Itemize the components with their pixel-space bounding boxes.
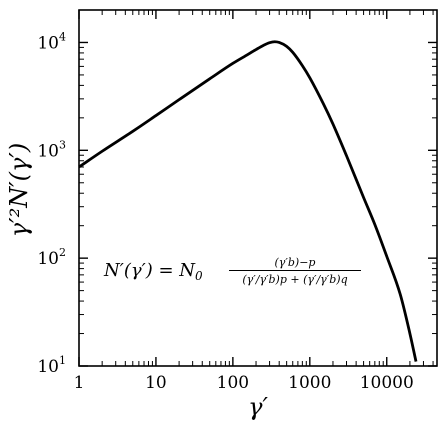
y-tick-label: 104 xyxy=(37,30,66,53)
y-tick-label: 101 xyxy=(37,354,66,377)
y-tick-base: 10 xyxy=(37,141,59,161)
x-tick-label: 100 xyxy=(217,373,249,393)
y-tick-exponent: 3 xyxy=(59,138,66,151)
x-axis-label: γ′ xyxy=(248,393,268,421)
x-tick-label: 1000 xyxy=(288,373,331,393)
y-tick-label: 103 xyxy=(37,138,66,161)
formula-numerator: (γ′b)−p xyxy=(275,256,316,269)
formula-denominator: (γ′/γ′b)p + (γ′/γ′b)q xyxy=(242,273,347,286)
y-tick-label: 102 xyxy=(37,246,66,269)
y-tick-base: 10 xyxy=(37,249,59,269)
plot-frame xyxy=(78,9,438,367)
x-tick-label: 1 xyxy=(74,373,85,393)
y-axis-label: γ′²N′(γ′) xyxy=(5,143,33,237)
formula-lhs: N′(γ′) = N0 xyxy=(103,260,203,283)
x-tick-label: 10000 xyxy=(360,373,414,393)
formula-lhs-text: N′(γ′) = N xyxy=(103,260,196,281)
y-tick-exponent: 1 xyxy=(59,354,66,367)
y-tick-base: 10 xyxy=(37,33,59,53)
y-tick-base: 10 xyxy=(37,357,59,377)
formula-lhs-subscript: 0 xyxy=(195,269,203,283)
y-tick-exponent: 4 xyxy=(59,30,66,43)
y-tick-exponent: 2 xyxy=(59,246,66,259)
formula-annotation: N′(γ′) = N0 (γ′b)−p (γ′/γ′b)p + (γ′/γ′b)… xyxy=(103,256,361,286)
spectrum-curve xyxy=(78,40,418,362)
x-tick-label: 10 xyxy=(145,373,167,393)
